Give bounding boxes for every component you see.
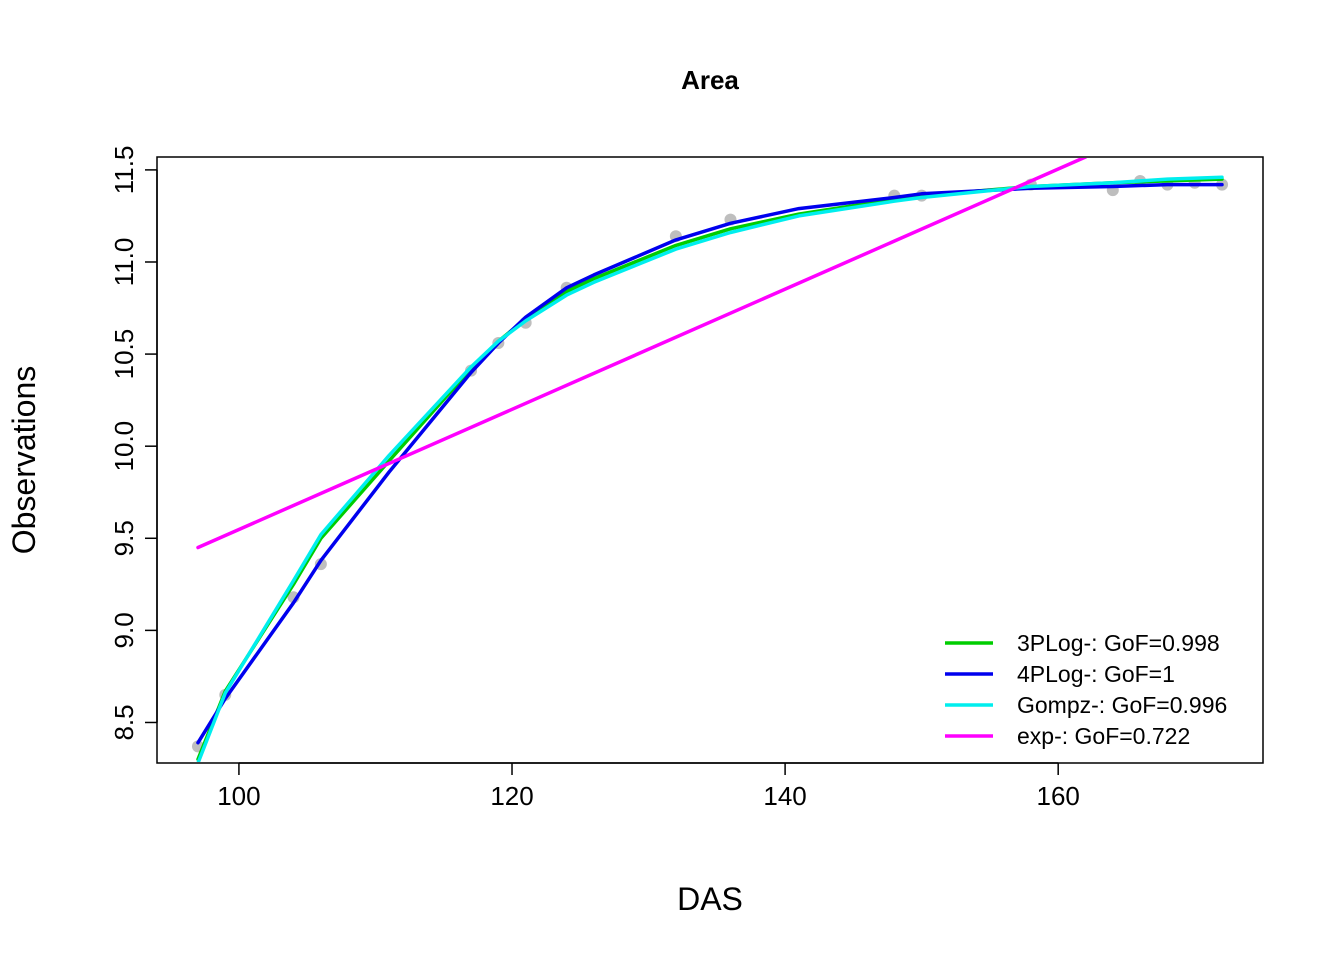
x-axis: 100 120 140 160	[217, 762, 1080, 811]
legend-label: exp-: GoF=0.722	[1017, 723, 1190, 749]
legend-label: Gompz-: GoF=0.996	[1017, 692, 1227, 718]
legend: 3PLog-: GoF=0.998 4PLog-: GoF=1 Gompz-: Go…	[945, 630, 1227, 749]
x-axis-label: DAS	[677, 881, 743, 917]
y-tick-label: 9.0	[109, 612, 139, 648]
y-tick-label: 8.5	[109, 704, 139, 740]
fitted-curves	[196, 158, 1224, 762]
chart-title: Area	[681, 65, 739, 95]
y-tick-label: 11.0	[109, 238, 139, 287]
legend-label: 3PLog-: GoF=0.998	[1017, 630, 1220, 656]
y-tick-label: 11.5	[109, 146, 139, 195]
y-tick-label: 10.0	[109, 421, 139, 472]
y-tick-label: 10.5	[109, 329, 139, 380]
y-axis: 8.5 9.0 9.5 10.0 10.5 11.0 11.5	[109, 146, 158, 741]
legend-label: 4PLog-: GoF=1	[1017, 661, 1175, 687]
series-line	[196, 158, 1087, 550]
x-tick-label: 160	[1036, 781, 1079, 811]
x-tick-label: 120	[490, 781, 533, 811]
y-tick-label: 9.5	[109, 520, 139, 556]
x-tick-label: 100	[217, 781, 260, 811]
y-axis-label: Observations	[6, 366, 42, 555]
series-line	[196, 175, 1224, 762]
series-line	[196, 182, 1224, 745]
x-tick-label: 140	[763, 781, 806, 811]
